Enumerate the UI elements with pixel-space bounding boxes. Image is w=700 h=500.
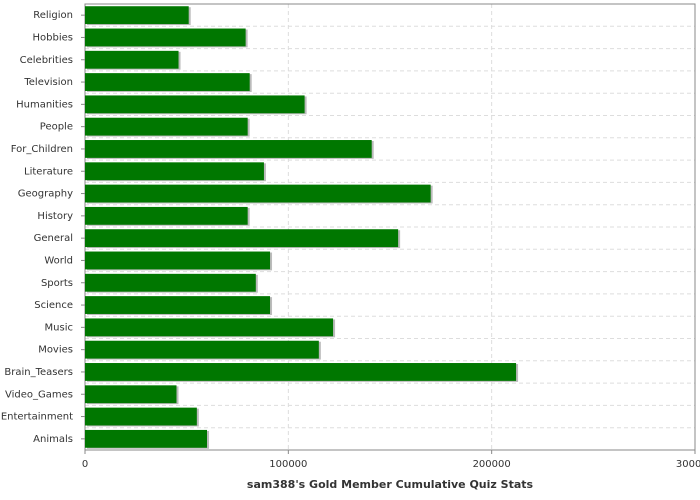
bar xyxy=(85,296,271,314)
bar xyxy=(85,363,517,381)
bar xyxy=(85,206,248,225)
y-tick-label: Religion xyxy=(33,10,73,21)
y-tick-label: For_Children xyxy=(11,144,73,155)
bar xyxy=(85,318,334,337)
bar xyxy=(85,73,250,91)
y-tick-label: Literature xyxy=(24,166,73,177)
bar xyxy=(85,407,197,426)
bar xyxy=(85,162,264,181)
bar xyxy=(85,50,179,69)
bar xyxy=(85,28,246,47)
y-tick-label: Brain_Teasers xyxy=(4,367,73,378)
bar xyxy=(85,6,189,25)
y-tick-label: Animals xyxy=(33,434,73,445)
y-tick-label: Celebrities xyxy=(20,55,73,66)
x-tick-label: 300000 xyxy=(676,459,700,470)
y-tick-label: Humanities xyxy=(16,99,73,110)
bar xyxy=(85,273,256,292)
x-tick-label: 100000 xyxy=(269,459,307,470)
y-tick-label: Science xyxy=(34,300,73,311)
chart-title: sam388's Gold Member Cumulative Quiz Sta… xyxy=(247,478,534,491)
y-tick-label: History xyxy=(37,211,73,222)
plot-frame xyxy=(84,3,696,451)
bar xyxy=(85,229,399,248)
y-tick-label: Geography xyxy=(18,189,73,200)
bar xyxy=(85,340,319,359)
bar xyxy=(85,95,305,114)
y-tick-label: Sports xyxy=(41,278,73,289)
y-tick-label: Movies xyxy=(38,345,73,356)
y-tick-label: Music xyxy=(45,322,73,333)
y-tick-label: Television xyxy=(23,77,73,88)
y-tick-label: Entertainment xyxy=(1,412,73,423)
y-tick-label: General xyxy=(34,233,73,244)
y-tick-label: Video_Games xyxy=(5,389,73,400)
bar xyxy=(85,251,271,270)
y-tick-label: People xyxy=(40,122,73,133)
bar xyxy=(85,117,248,136)
x-tick-label: 200000 xyxy=(473,459,511,470)
bar xyxy=(85,184,431,203)
x-tick-label: 0 xyxy=(82,459,88,470)
y-tick-label: World xyxy=(44,255,73,266)
bar xyxy=(85,385,177,404)
y-tick-label: Hobbies xyxy=(33,32,73,43)
bar xyxy=(85,429,207,448)
bar xyxy=(85,140,372,158)
